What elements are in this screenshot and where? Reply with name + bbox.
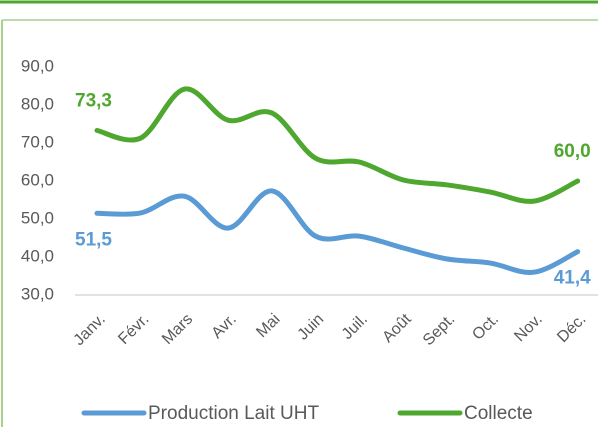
- y-tick-label: 30,0: [21, 284, 54, 303]
- series-line: [94, 188, 581, 275]
- data-label: 60,0: [554, 141, 591, 162]
- data-label: 51,5: [75, 229, 112, 250]
- series-line: [94, 86, 581, 204]
- y-tick-label: 90,0: [21, 56, 54, 75]
- data-label: 73,3: [75, 90, 112, 111]
- legend-label: Collecte: [464, 403, 533, 424]
- y-tick-label: 50,0: [21, 208, 54, 227]
- y-tick-label: 60,0: [21, 170, 54, 189]
- y-tick-label: 70,0: [21, 132, 54, 151]
- y-tick-label: 40,0: [21, 246, 54, 265]
- legend-label: Production Lait UHT: [148, 403, 319, 424]
- data-label: 41,4: [554, 268, 591, 289]
- y-tick-label: 80,0: [21, 94, 54, 113]
